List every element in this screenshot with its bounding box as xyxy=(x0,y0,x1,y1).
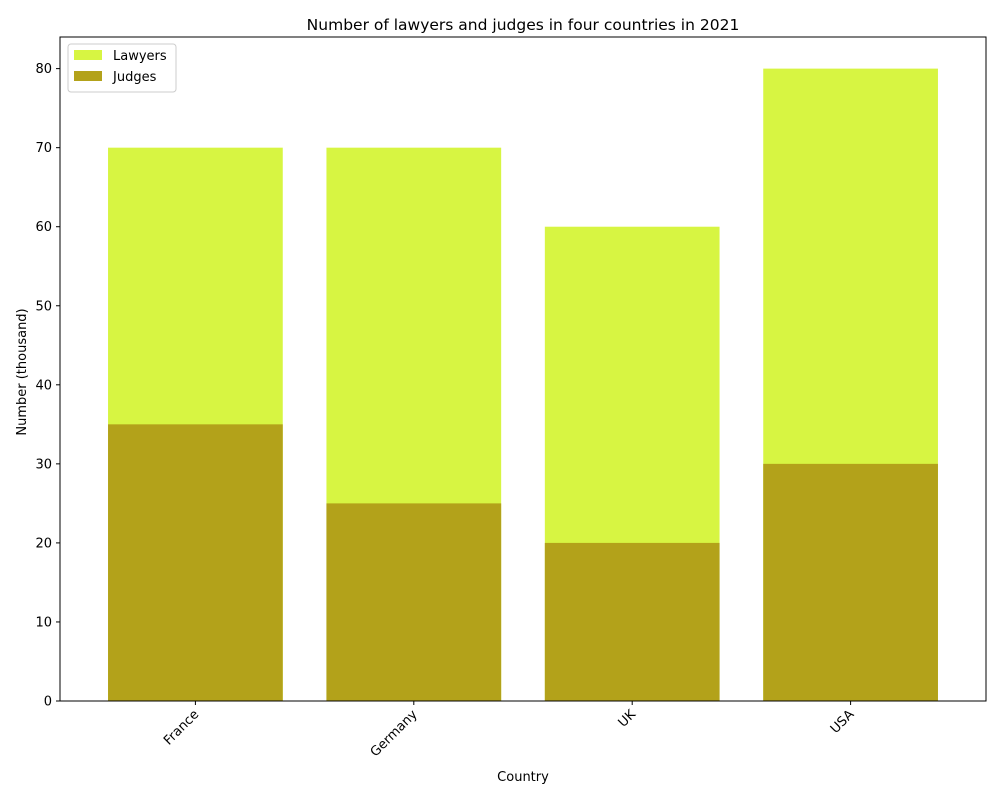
bar-judges-germany xyxy=(326,503,502,701)
x-tick-label: France xyxy=(161,707,202,748)
y-tick-label: 20 xyxy=(35,536,52,551)
y-tick-label: 10 xyxy=(35,615,52,630)
x-tick-label: USA xyxy=(828,707,858,737)
y-tick-label: 50 xyxy=(35,299,52,314)
chart-title: Number of lawyers and judges in four cou… xyxy=(307,16,740,34)
bar-judges-usa xyxy=(763,463,938,701)
y-tick-label: 30 xyxy=(35,457,52,472)
legend-swatch-judges xyxy=(74,71,102,81)
x-axis-label: Country xyxy=(497,770,549,785)
bar-judges-france xyxy=(108,424,283,701)
y-tick-label: 60 xyxy=(35,220,52,235)
legend-swatch-lawyers xyxy=(74,50,102,60)
y-axis-label: Number (thousand) xyxy=(15,308,30,435)
legend: Lawyers Judges xyxy=(67,43,177,93)
x-tick-label: Germany xyxy=(368,707,421,760)
x-tick-label: UK xyxy=(616,707,640,731)
legend-label-judges: Judges xyxy=(112,70,157,85)
y-tick-label: 40 xyxy=(35,378,52,393)
y-tick-label: 80 xyxy=(35,62,52,77)
x-axis: France Germany UK USA xyxy=(161,701,857,760)
bars xyxy=(108,68,938,702)
y-tick-label: 70 xyxy=(35,141,52,156)
y-axis: 0 10 20 30 40 50 60 70 80 xyxy=(35,62,60,710)
plot-frame xyxy=(59,36,987,702)
legend-label-lawyers: Lawyers xyxy=(113,49,167,64)
y-tick-label: 0 xyxy=(44,695,52,710)
bar-judges-uk xyxy=(544,542,720,701)
